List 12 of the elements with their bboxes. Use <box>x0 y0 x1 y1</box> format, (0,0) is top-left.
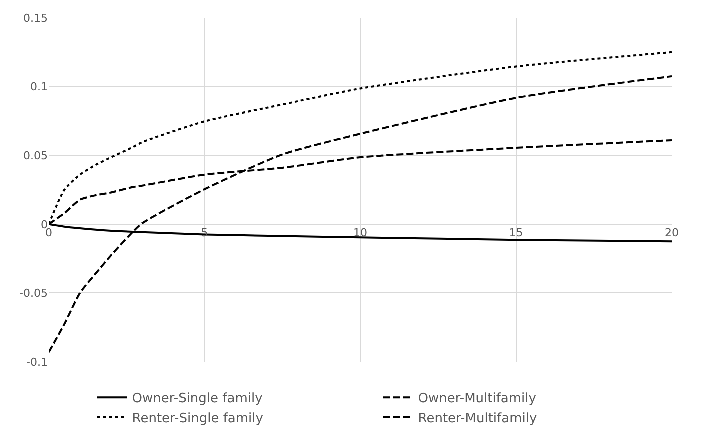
x-tick-label: 15 <box>509 226 524 240</box>
legend-label: Owner-Single family <box>132 392 264 407</box>
x-tick-label: 10 <box>354 226 368 240</box>
y-tick-label: 0.15 <box>24 12 48 25</box>
legend-label: Renter-Single family <box>132 412 264 427</box>
x-tick-label: 20 <box>665 226 679 240</box>
y-tick-label: -0.05 <box>20 287 48 300</box>
y-tick-label: -0.1 <box>26 356 48 369</box>
legend-label: Renter-Multifamily <box>418 412 538 427</box>
y-tick-label: 0.05 <box>24 149 48 162</box>
legend-label: Owner-Multifamily <box>418 392 537 407</box>
y-tick-label: 0.1 <box>30 80 48 94</box>
